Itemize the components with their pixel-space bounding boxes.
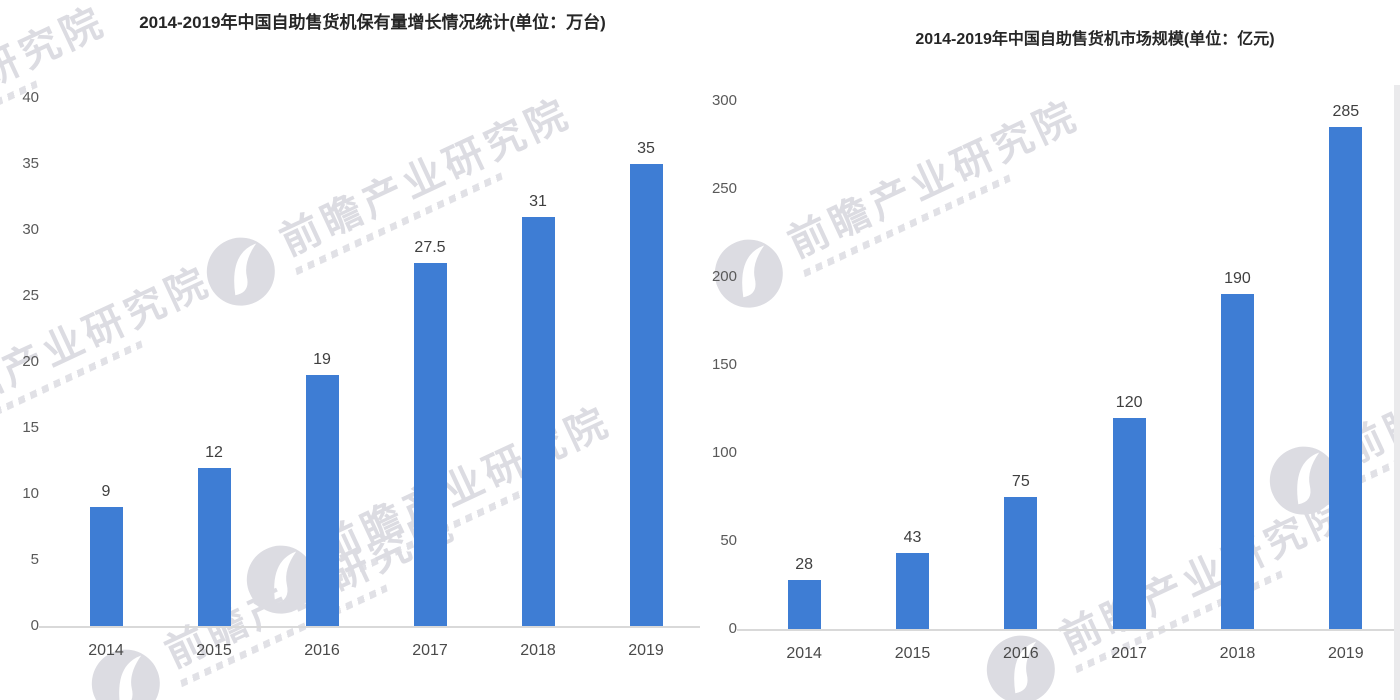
bar-group-2017: 27.5 <box>376 98 484 627</box>
x-axis-label: 2019 <box>1328 644 1364 662</box>
bar-value-label: 19 <box>313 351 331 369</box>
y-tick-label: 30 <box>22 221 39 239</box>
bar-group-2019: 35 <box>592 98 700 627</box>
y-tick-label: 0 <box>728 619 737 637</box>
bar-value-label: 9 <box>101 483 111 501</box>
y-axis: 0 50 100 150 200 250 300 <box>700 92 750 637</box>
plot-area: 0 50 100 150 200 250 300 28 43 75 120 190 285 <box>700 92 1400 637</box>
bar <box>1004 496 1038 629</box>
bar <box>521 216 555 627</box>
bar-group-2015: 12 <box>160 98 268 627</box>
bar <box>1112 417 1146 629</box>
x-axis-label: 2016 <box>1003 644 1039 662</box>
x-axis-label: 2014 <box>786 644 822 662</box>
y-tick-label: 20 <box>22 353 39 371</box>
y-tick-label: 150 <box>711 355 737 373</box>
bar <box>787 579 821 629</box>
bar-value-label: 43 <box>903 529 922 547</box>
bar <box>305 375 339 627</box>
bars-area: 28 43 75 120 190 285 <box>737 101 1400 631</box>
bar-group-2018: 31 <box>484 98 592 627</box>
bar-group-2018: 190 <box>1183 101 1291 629</box>
bar-group-2016: 75 <box>967 101 1075 629</box>
x-axis-label: 2018 <box>1219 644 1256 662</box>
chart-title: 2014-2019年中国自助售货机市场规模(单位：亿元) <box>915 31 1275 48</box>
x-axis-label: 2018 <box>520 642 556 660</box>
y-tick-label: 250 <box>711 179 737 197</box>
bar <box>895 553 929 629</box>
y-tick-label: 15 <box>22 419 39 437</box>
bar-value-label: 27.5 <box>414 239 446 257</box>
y-tick-label: 200 <box>711 267 737 285</box>
bar <box>197 467 231 627</box>
x-axis-labels: 2014 2015 2016 2017 2018 2019 <box>52 642 700 660</box>
ownership-growth-chart: 2014-2019年中国自助售货机保有量增长情况统计(单位：万台) 0 5 10 15… <box>0 13 700 660</box>
y-tick-label: 100 <box>711 443 737 461</box>
bar <box>413 263 447 627</box>
x-axis-label: 2017 <box>412 642 448 660</box>
bar <box>1329 127 1363 629</box>
plot-area: 0 5 10 15 20 25 30 35 40 9 12 19 27.5 31 35 <box>0 89 700 634</box>
y-tick-label: 10 <box>22 485 39 503</box>
bar-value-label: 190 <box>1224 270 1251 288</box>
bar-value-label: 120 <box>1115 393 1143 411</box>
bar-value-label: 12 <box>205 443 223 461</box>
bar-group-2014: 9 <box>52 98 160 627</box>
y-tick-label: 40 <box>22 89 39 107</box>
bars-area: 9 12 19 27.5 31 35 <box>39 98 700 629</box>
bar <box>1220 294 1254 629</box>
x-axis-label: 2017 <box>1111 644 1147 662</box>
y-tick-label: 5 <box>30 551 39 569</box>
market-size-chart: 2014-2019年中国自助售货机市场规模(单位：亿元) 0 50 100 150 20… <box>700 0 1400 700</box>
x-axis-labels: 2014 2015 2016 2017 2018 2019 <box>750 645 1400 663</box>
y-tick-label: 25 <box>22 287 39 305</box>
bar-group-2017: 120 <box>1075 101 1183 629</box>
bar-value-label: 35 <box>637 140 655 158</box>
bar-value-label: 285 <box>1332 103 1360 121</box>
bar-value-label: 75 <box>1011 472 1030 490</box>
bar-value-label: 28 <box>795 555 814 573</box>
y-tick-label: 0 <box>30 617 39 635</box>
bar-value-label: 31 <box>529 192 547 210</box>
y-tick-label: 300 <box>711 91 737 109</box>
y-axis: 0 5 10 15 20 25 30 35 40 <box>0 89 52 634</box>
bar-group-2014: 28 <box>750 101 858 629</box>
bar-group-2016: 19 <box>268 98 376 627</box>
chart-title: 2014-2019年中国自助售货机保有量增长情况统计(单位：万台) <box>139 13 606 32</box>
bar <box>89 507 123 627</box>
x-axis-label: 2019 <box>628 642 664 660</box>
y-tick-label: 35 <box>22 155 39 173</box>
bar <box>629 164 663 627</box>
x-axis-label: 2016 <box>304 642 340 660</box>
bar-group-2019: 285 <box>1292 101 1400 629</box>
bar-group-2015: 43 <box>858 101 966 629</box>
page-edge-shadow <box>1394 85 1400 700</box>
y-tick-label: 50 <box>720 531 737 549</box>
x-axis-label: 2015 <box>894 644 931 662</box>
x-axis-label: 2015 <box>196 642 232 660</box>
x-axis-label: 2014 <box>88 642 124 660</box>
